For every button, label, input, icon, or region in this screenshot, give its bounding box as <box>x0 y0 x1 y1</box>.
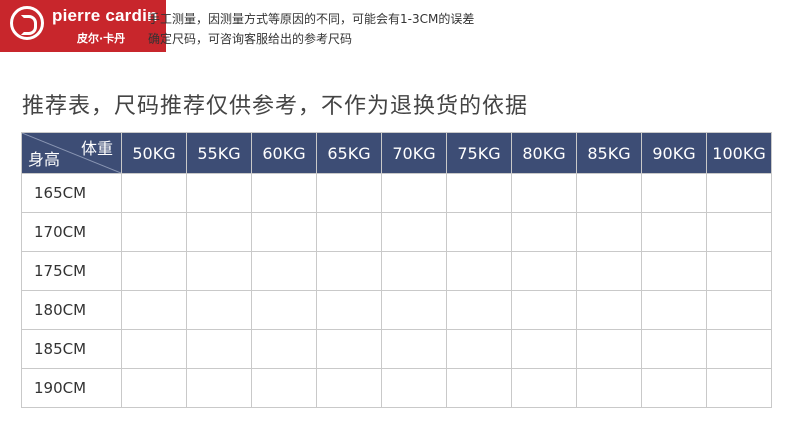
size-cell <box>706 251 772 291</box>
size-cell <box>121 368 187 408</box>
weight-header: 100KG <box>706 132 772 174</box>
size-cell <box>381 329 447 369</box>
size-cell: 170 <box>251 212 317 252</box>
size-cell <box>446 368 512 408</box>
table-row: 170CM 170 170 170 175 175 <box>21 212 772 252</box>
size-cell: 180 <box>446 290 512 330</box>
diagonal-divider <box>22 133 121 173</box>
weight-header: 50KG <box>121 132 187 174</box>
weight-header: 85KG <box>576 132 642 174</box>
height-row-header: 165CM <box>21 173 122 213</box>
size-cell: 190 <box>576 368 642 408</box>
size-advice-note: 确定尺码，可咨询客服给出的参考尺码 <box>148 32 353 46</box>
size-cell: 185 <box>511 290 577 330</box>
size-cell <box>121 290 187 330</box>
weight-header: 90KG <box>641 132 707 174</box>
size-cell: 180 <box>381 251 447 291</box>
size-cell <box>121 251 187 291</box>
size-cell <box>576 251 642 291</box>
size-cell <box>186 368 252 408</box>
table-row: 190CM 185 190 190 190 <box>21 368 772 408</box>
size-cell: 170 <box>121 173 187 213</box>
size-cell <box>251 329 317 369</box>
weight-axis-label: 体重 <box>80 139 113 158</box>
size-cell <box>641 173 707 213</box>
pierre-cardin-p-icon <box>10 6 44 40</box>
size-cell: 170 <box>186 173 252 213</box>
corner-header: 体重 身高 <box>21 132 122 174</box>
size-cell: 190 <box>706 329 772 369</box>
size-cell <box>446 212 512 252</box>
size-cell <box>641 212 707 252</box>
page-title: 推荐表，尺码推荐仅供参考，不作为退换货的依据 <box>22 94 529 119</box>
size-cell <box>381 368 447 408</box>
size-cell <box>186 290 252 330</box>
size-cell: 175 <box>381 212 447 252</box>
size-cell <box>576 212 642 252</box>
size-cell: 175 <box>316 251 382 291</box>
size-cell: 180 <box>381 290 447 330</box>
height-axis-label: 身高 <box>28 150 61 169</box>
weight-header: 60KG <box>251 132 317 174</box>
weight-header: 70KG <box>381 132 447 174</box>
height-row-header: 180CM <box>21 290 122 330</box>
size-cell: 170 <box>186 212 252 252</box>
size-cell <box>576 173 642 213</box>
height-row-header: 190CM <box>21 368 122 408</box>
size-cell <box>121 329 187 369</box>
weight-header: 65KG <box>316 132 382 174</box>
size-cell <box>641 251 707 291</box>
size-cell: 190 <box>576 290 642 330</box>
size-cell <box>251 290 317 330</box>
size-cell: 170 <box>251 173 317 213</box>
table-row: 175CM 175 175 175 180 180 185 <box>21 251 772 291</box>
size-cell <box>511 173 577 213</box>
size-cell: 180 <box>446 251 512 291</box>
size-cell <box>446 173 512 213</box>
table-row: 165CM 170 170 170 <box>21 173 772 213</box>
weight-header-row: 体重 身高 50KG 55KG 60KG 65KG 70KG 75KG 80KG… <box>21 132 772 174</box>
size-cell <box>316 173 382 213</box>
size-cell: 175 <box>316 212 382 252</box>
table-row: 185CM 185 185 190 190 190 <box>21 329 772 369</box>
height-row-header: 175CM <box>21 251 122 291</box>
size-cell <box>316 368 382 408</box>
measurement-note: 手工测量，因测量方式等原因的不同，可能会有1-3CM的误差 <box>148 12 475 26</box>
size-cell <box>381 173 447 213</box>
size-cell: 185 <box>511 251 577 291</box>
size-cell: 185 <box>511 368 577 408</box>
size-cell <box>706 290 772 330</box>
weight-header: 55KG <box>186 132 252 174</box>
size-recommendation-table: 体重 身高 50KG 55KG 60KG 65KG 70KG 75KG 80KG… <box>21 132 772 408</box>
size-cell <box>706 173 772 213</box>
size-cell: 175 <box>186 251 252 291</box>
size-cell: 190 <box>641 329 707 369</box>
size-cell: 180 <box>316 290 382 330</box>
size-cell <box>316 329 382 369</box>
brand-logo: pierre cardin 皮尔·卡丹 <box>0 0 166 52</box>
size-cell: 190 <box>576 329 642 369</box>
weight-header: 75KG <box>446 132 512 174</box>
brand-subname: 皮尔·卡丹 <box>77 32 126 45</box>
height-row-header: 185CM <box>21 329 122 369</box>
size-cell: 190 <box>641 368 707 408</box>
weight-header: 80KG <box>511 132 577 174</box>
size-cell: 170 <box>121 212 187 252</box>
size-cell <box>511 212 577 252</box>
size-cell <box>186 329 252 369</box>
size-cell <box>641 290 707 330</box>
size-cell: 175 <box>251 251 317 291</box>
height-row-header: 170CM <box>21 212 122 252</box>
size-cell <box>706 212 772 252</box>
size-cell: 185 <box>446 329 512 369</box>
size-cell: 190 <box>706 368 772 408</box>
size-cell <box>251 368 317 408</box>
size-cell: 185 <box>511 329 577 369</box>
table-row: 180CM 180 180 180 185 190 <box>21 290 772 330</box>
brand-name: pierre cardin <box>52 6 158 25</box>
